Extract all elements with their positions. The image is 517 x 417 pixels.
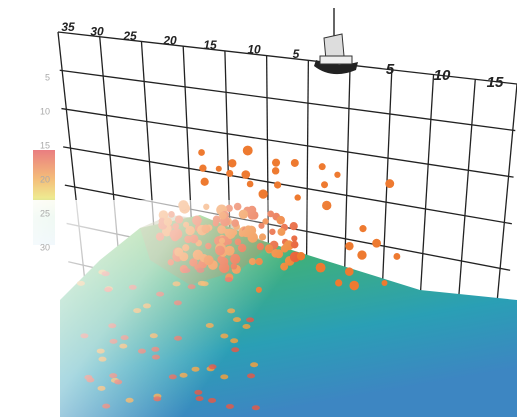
echo [318,163,326,171]
grid-line [57,31,517,85]
range-label: 5 [293,47,300,61]
fade [0,200,517,417]
echo [246,180,254,188]
echo [241,170,251,179]
depth-label: 15 [40,140,50,150]
echo [199,164,207,172]
range-label: 15 [203,38,217,52]
depth-label: 25 [40,208,50,218]
echo [242,145,253,156]
echo [228,159,237,168]
range-label: 35 [61,20,75,34]
depth-label: 10 [40,106,50,116]
range-label: 25 [122,29,137,43]
echo [226,169,234,177]
range-label: 15 [487,74,504,91]
echo [271,158,281,167]
depth-label: 30 [40,242,50,252]
echo [290,158,299,167]
grid-line [61,107,514,178]
echo [321,181,329,189]
echo [271,167,280,175]
echo [215,165,222,172]
echo [198,149,205,156]
range-label: 10 [434,67,451,84]
depth-label: 5 [45,72,50,82]
grid-line [59,69,516,132]
echo [334,171,341,178]
boat-icon [314,8,358,75]
echo [200,177,209,186]
echo [385,179,395,189]
echo [294,194,301,201]
range-label: 10 [247,43,261,57]
depth-label: 20 [40,174,50,184]
echo [274,181,282,189]
range-label: 30 [90,25,104,39]
echo [258,189,268,199]
range-label: 20 [162,34,177,48]
range-label: 5 [386,61,395,78]
